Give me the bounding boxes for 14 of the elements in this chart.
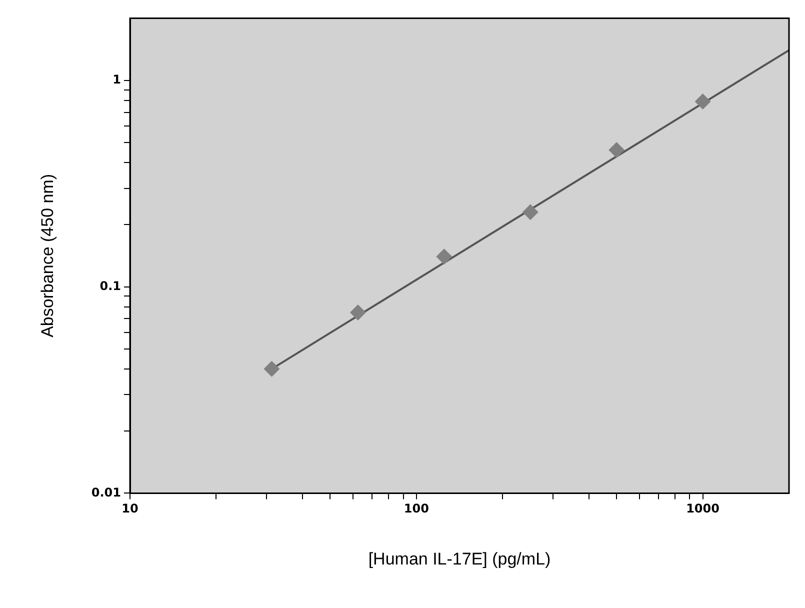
y-axis-title: Absorbance (450 nm) bbox=[38, 174, 57, 338]
x-tick-label: 100 bbox=[404, 502, 429, 516]
point bbox=[694, 93, 711, 110]
y-tick-label: 0.1 bbox=[100, 278, 122, 293]
x-tick-label: 1000 bbox=[686, 502, 720, 516]
point bbox=[264, 360, 280, 377]
x-tick-label: 10 bbox=[122, 502, 138, 516]
point bbox=[350, 304, 366, 321]
point bbox=[608, 142, 625, 158]
y-tick-label: 0.01 bbox=[91, 485, 122, 500]
point bbox=[522, 204, 538, 220]
point bbox=[436, 248, 452, 265]
y-tick-label: 1 bbox=[112, 72, 122, 86]
x-axis-title: [Human IL-17E] (pg/mL) bbox=[368, 549, 551, 568]
